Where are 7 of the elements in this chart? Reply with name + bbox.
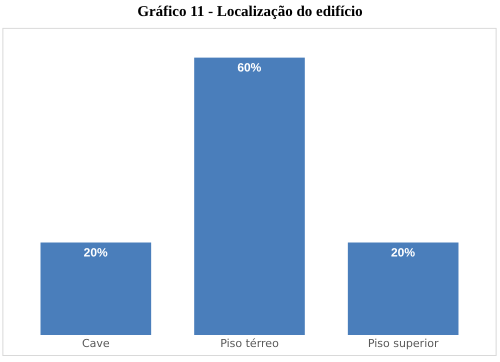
data-label: 20% (390, 246, 416, 260)
x-tick-label: Piso superior (368, 337, 439, 350)
x-tick-label: Piso térreo (220, 337, 280, 350)
chart-title: Gráfico 11 - Localização do edifício (137, 4, 363, 20)
data-label: 20% (84, 246, 108, 260)
x-tick-label: Cave (82, 337, 110, 350)
data-label: 60% (237, 60, 262, 75)
